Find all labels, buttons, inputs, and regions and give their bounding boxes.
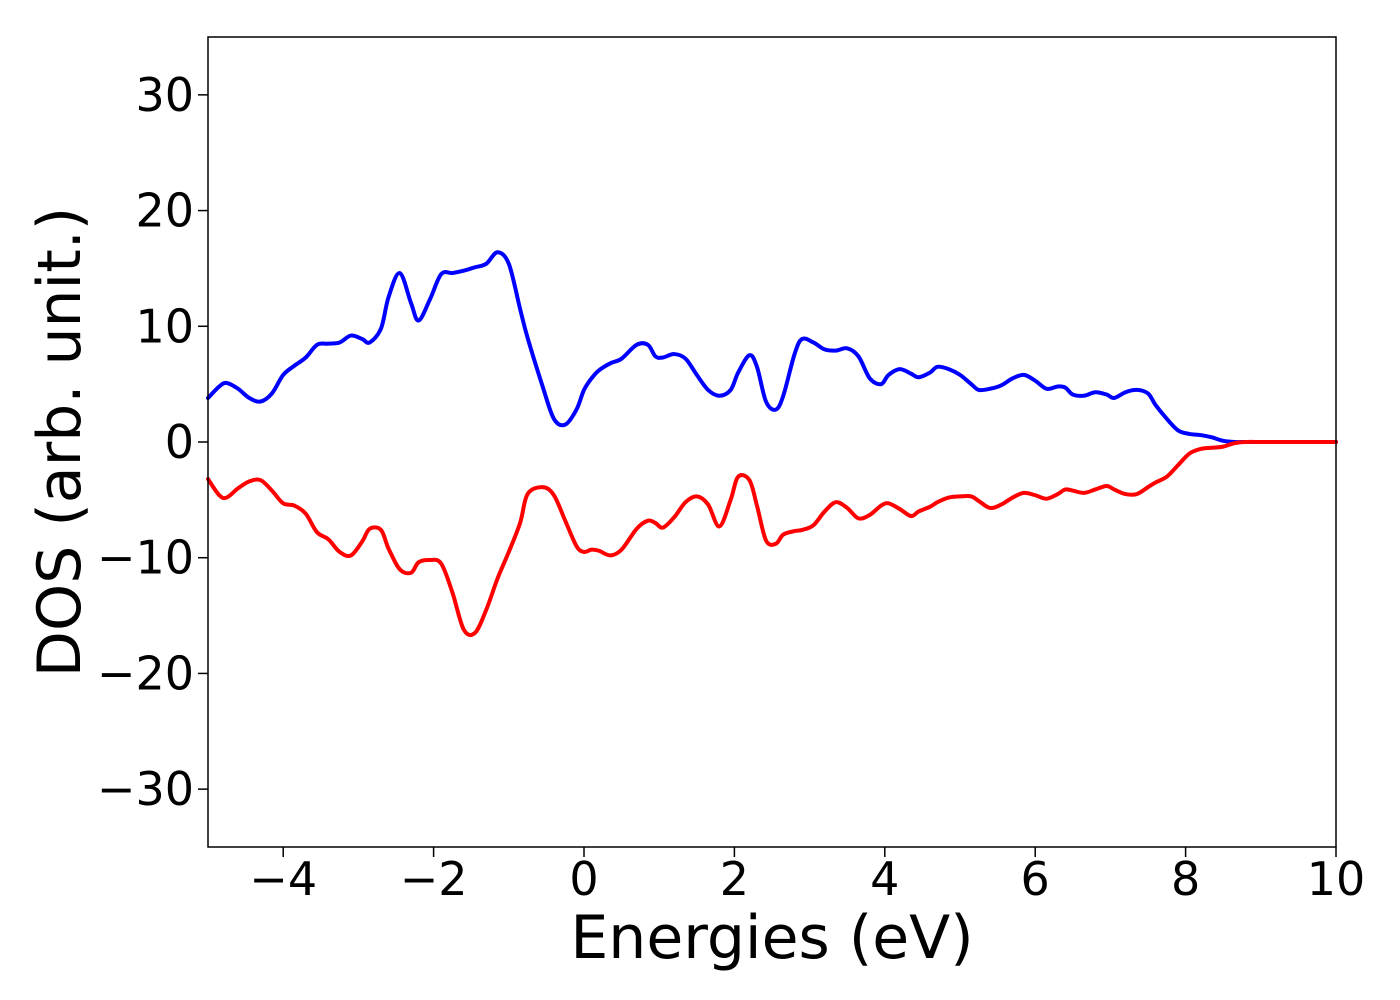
plot-area <box>206 36 1338 848</box>
series-lines <box>206 250 1338 638</box>
x-tick-label: 10 <box>1307 852 1366 906</box>
y-tick-label: 30 <box>135 68 194 122</box>
x-axis-label: Energies (eV) <box>570 903 973 973</box>
y-tick-label: 10 <box>135 299 194 353</box>
y-axis-label: DOS (arb. unit.) <box>25 207 95 677</box>
x-tick-label: 4 <box>870 852 899 906</box>
x-tick-label: 2 <box>720 852 749 906</box>
x-tick-label: −4 <box>249 852 317 906</box>
series-line-1 <box>206 250 1338 445</box>
x-tick-label: 8 <box>1171 852 1200 906</box>
y-axis: 30 20 10 0 −10 −20 −30 <box>97 68 208 816</box>
x-axis: −4 −2 0 2 4 6 8 10 <box>249 847 1365 906</box>
y-tick-label: −30 <box>97 762 194 816</box>
x-tick-label: −2 <box>400 852 468 906</box>
x-tick-label: 0 <box>569 852 598 906</box>
y-tick-label: −20 <box>97 646 194 700</box>
y-tick-label: 0 <box>165 415 194 469</box>
plot-frame <box>207 36 1337 848</box>
series-line-2 <box>206 439 1338 638</box>
y-tick-label: −10 <box>97 531 194 585</box>
x-tick-label: 6 <box>1021 852 1050 906</box>
y-tick-label: 20 <box>135 184 194 238</box>
